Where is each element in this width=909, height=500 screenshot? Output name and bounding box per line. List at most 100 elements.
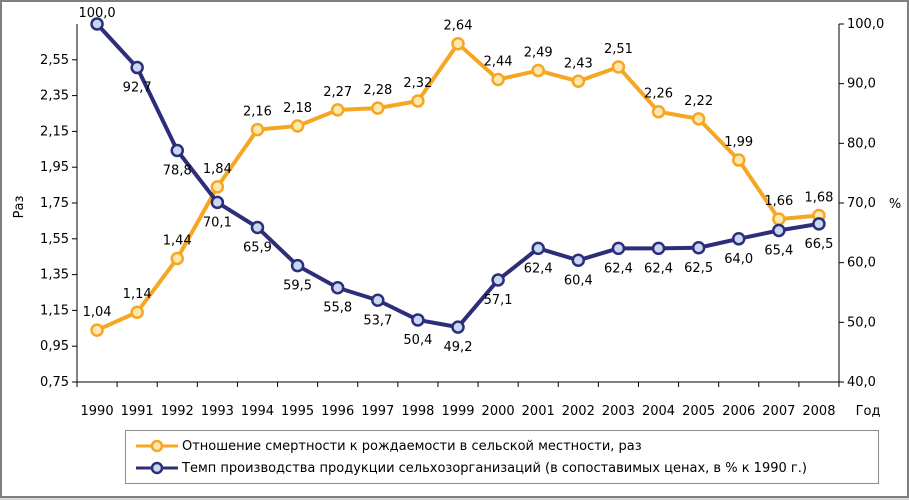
mortality-ratio-point (210, 180, 225, 194)
y-left-tick-label: 0,95 (40, 339, 69, 354)
production-rate-point (611, 241, 626, 256)
right-axis-ticks: 40,0 50,0 60,0 70,0 80,0 90,0 100,0 (839, 17, 884, 390)
production-rate-data-label: 92,7 (123, 81, 152, 96)
production-rate-data-label: 53,7 (363, 313, 392, 328)
x-tick-label: 2002 (562, 404, 595, 419)
production-rate-data-label: 55,8 (323, 301, 352, 316)
mortality-ratio-data-label: 2,43 (564, 56, 593, 71)
production-rate-point (290, 258, 305, 273)
production-rate-data-label: 49,2 (444, 340, 473, 355)
mortality-ratio-data-label: 1,99 (724, 135, 753, 150)
y-right-tick-label: 90,0 (847, 77, 876, 92)
mortality-ratio-point (491, 72, 505, 87)
x-tick-label: 1993 (201, 404, 234, 419)
legend-item-mortality-ratio: Отношение смертности к рождаемости в сел… (134, 436, 642, 456)
production-rate-point (571, 253, 586, 268)
production-rate-data-label: 60,4 (564, 273, 593, 288)
y-left-tick-label: 1,35 (40, 268, 69, 283)
production-rate-data-label: 62,4 (604, 261, 633, 276)
production-rate-point (731, 232, 746, 246)
mortality-ratio-data-label: 2,51 (604, 42, 633, 57)
production-rate-point (651, 241, 666, 256)
y-left-tick-label: 2,35 (40, 89, 69, 104)
production-rate-point (90, 17, 104, 31)
x-tick-label: 1998 (401, 404, 434, 419)
x-tick-label: 1996 (321, 404, 354, 419)
legend-label-production-rate: Темп производства продукции сельхозорган… (182, 460, 807, 476)
production-rate-data-label: 66,5 (804, 237, 833, 252)
mortality-ratio-data-label: 2,27 (323, 85, 352, 100)
production-rate-point (772, 223, 786, 238)
mortality-ratio-data-label: 2,16 (243, 105, 272, 120)
mortality-ratio-point (90, 323, 104, 337)
production-rate-data-label: 65,9 (243, 240, 272, 255)
mortality-ratio-point (411, 94, 425, 108)
production-rate-point (170, 143, 185, 158)
x-axis-ticks: 1990 1991 1992 1993 1994 1995 1996 1997 1998 1999… (76, 382, 840, 419)
y-left-tick-label: 1,75 (40, 196, 69, 211)
production-rate-point (531, 241, 545, 256)
mortality-ratio-data-label: 2,26 (644, 87, 673, 102)
mortality-ratio-point (691, 112, 706, 126)
x-tick-label: 1990 (81, 404, 114, 419)
production-rate-data-label: 62,5 (684, 261, 713, 276)
x-tick-label: 1992 (161, 404, 194, 419)
legend: Отношение смертности к рождаемости в сел… (125, 430, 879, 484)
y-right-tick-label: 50,0 (847, 315, 876, 330)
y-left-tick-label: 1,15 (40, 303, 69, 318)
y-left-tick-label: 2,55 (40, 53, 69, 68)
production-rate-point (691, 241, 706, 255)
production-rate-point (491, 273, 505, 287)
x-tick-label: 2001 (522, 404, 555, 419)
y-right-tick-label: 40,0 (847, 375, 876, 390)
series-data-labels: 1,04 1,14 1,44 1,84 2,16 2,18 2,27 2,28 2,32 2,64… (78, 6, 833, 355)
production-rate-data-label: 100,0 (78, 6, 115, 21)
production-rate-point (451, 320, 465, 334)
production-rate-data-label: 64,0 (724, 252, 753, 267)
x-tick-label: 2000 (482, 404, 515, 419)
y-left-axis-title: Раз (12, 196, 27, 219)
mortality-ratio-data-label: 2,28 (363, 83, 392, 98)
production-rate-data-label: 59,5 (283, 279, 312, 294)
mortality-ratio-point (772, 212, 786, 226)
x-axis-title: Год (856, 404, 881, 419)
series-points (90, 17, 826, 337)
legend-item-production-rate: Темп производства продукции сельхозорган… (134, 458, 807, 478)
mortality-ratio-data-label: 1,84 (203, 162, 232, 177)
mortality-ratio-data-label: 1,14 (123, 287, 152, 302)
x-tick-label: 2004 (642, 404, 675, 419)
mortality-ratio-data-label: 2,64 (444, 19, 473, 34)
x-tick-label: 1997 (361, 404, 394, 419)
legend-swatch-navy-line-icon (136, 461, 178, 475)
mortality-ratio-point (531, 63, 545, 78)
y-left-tick-label: 2,15 (40, 124, 69, 139)
left-axis-ticks: 0,75 0,95 1,15 1,35 1,55 1,75 1,95 2,15 2,35 2,55 (40, 53, 77, 390)
mortality-ratio-data-label: 2,44 (484, 54, 513, 69)
y-right-tick-label: 60,0 (847, 256, 876, 271)
x-tick-label: 2007 (762, 404, 795, 419)
y-right-tick-label: 70,0 (847, 196, 876, 211)
production-rate-point (130, 60, 144, 75)
production-rate-data-label: 65,4 (764, 243, 793, 258)
mortality-ratio-point (330, 103, 345, 117)
mortality-ratio-point (611, 60, 626, 74)
y-right-tick-label: 100,0 (847, 17, 884, 32)
x-tick-label: 1999 (441, 404, 474, 419)
series-lines (95, 22, 820, 332)
production-rate-data-label: 78,8 (163, 163, 192, 178)
mortality-ratio-point (130, 305, 144, 319)
x-tick-label: 2006 (722, 404, 755, 419)
production-rate-point (812, 217, 826, 231)
legend-swatch-orange-line-icon (136, 439, 178, 453)
y-right-tick-label: 80,0 (847, 136, 876, 151)
x-tick-label: 1991 (121, 404, 154, 419)
mortality-ratio-point (731, 153, 746, 167)
x-tick-label: 1995 (281, 404, 314, 419)
x-tick-label: 2003 (602, 404, 635, 419)
production-rate-point (330, 280, 345, 295)
legend-label-mortality-ratio: Отношение смертности к рождаемости в сел… (182, 438, 642, 454)
y-right-axis-title: % (889, 197, 901, 212)
production-rate-data-label: 57,1 (484, 293, 513, 308)
mortality-ratio-point (170, 251, 185, 266)
